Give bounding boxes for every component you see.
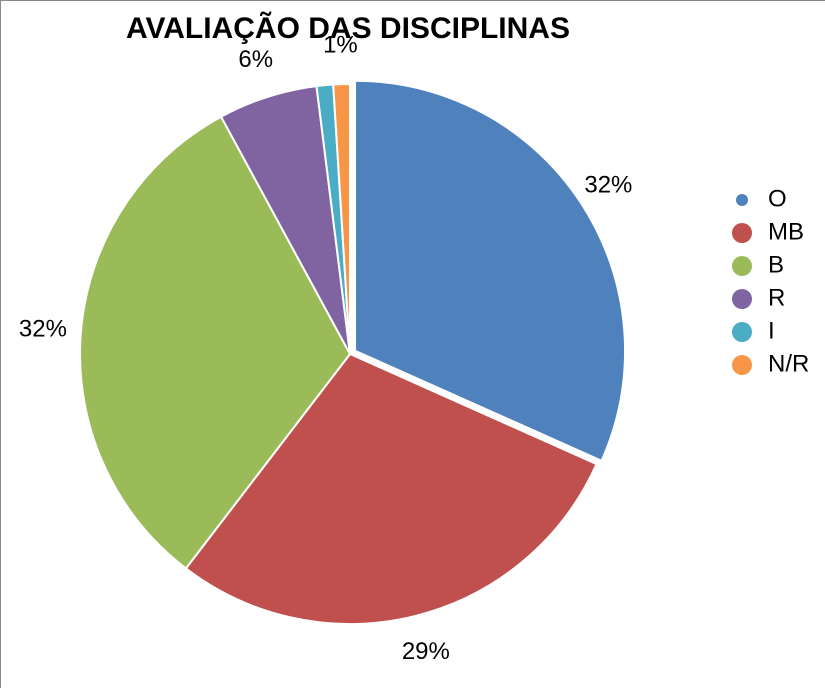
legend-marker [732,256,752,276]
chart-title: AVALIAÇÃO DAS DISCIPLINAS [126,11,570,45]
legend-marker [732,289,752,309]
legend-marker [736,194,748,206]
legend-label: R [768,284,785,311]
pie-slice [184,352,598,625]
pie-slice [354,79,626,463]
pie-slice [332,82,351,355]
legend-label: I [768,317,775,344]
data-label: 32% [19,315,67,342]
legend-label: MB [768,218,804,245]
data-label: 1% [323,31,358,58]
legend-marker [732,322,752,342]
legend-marker [732,223,752,243]
data-label: 6% [238,46,273,73]
pie-slice [79,115,352,570]
legend-marker [732,355,752,375]
legend-label: O [768,185,787,212]
legend-label: N/R [768,350,809,377]
legend-label: B [768,251,784,278]
data-label: 32% [584,172,632,199]
data-label: 29% [402,638,450,665]
